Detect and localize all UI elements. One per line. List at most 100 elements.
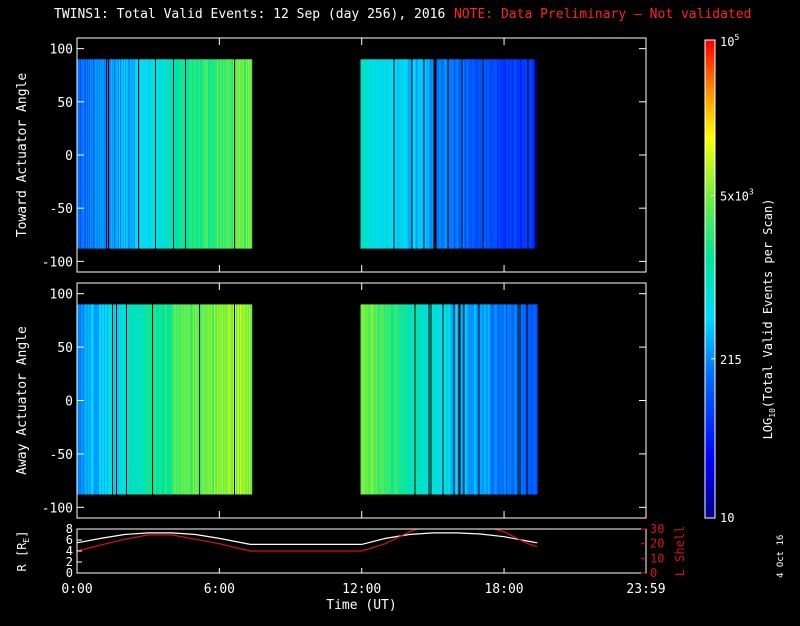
ylabel-toward: Toward Actuator Angle	[15, 73, 30, 238]
heatmap-stripe-away-0-85	[162, 304, 164, 495]
heatmap-stripe-toward-1-93	[453, 59, 455, 249]
heatmap-stripe-toward-1-121	[481, 59, 483, 249]
heatmap-stripe-away-1-119	[479, 304, 481, 495]
heatmap-stripe-toward-1-53	[413, 59, 415, 249]
heatmap-stripe-toward-1-46	[406, 59, 408, 249]
heatmap-stripe-toward-0-118	[195, 59, 197, 249]
heatmap-stripe-away-1-27	[387, 304, 389, 495]
heatmap-stripe-toward-1-130	[490, 59, 492, 249]
ylabel-away: Away Actuator Angle	[15, 326, 30, 475]
ytick-label-away-0: 100	[50, 288, 73, 303]
heatmap-stripe-toward-1-64	[424, 59, 426, 249]
heatmap-stripe-away-1-10	[370, 304, 372, 495]
colorbar-cell-154	[705, 54, 715, 59]
heatmap-stripe-toward-1-10	[370, 59, 372, 249]
series-line-r	[77, 532, 538, 546]
heatmap-stripe-away-1-78	[438, 304, 440, 495]
heatmap-stripe-away-1-152	[512, 304, 514, 495]
heatmap-stripe-away-0-49	[126, 304, 128, 495]
heatmap-stripe-away-0-51	[128, 304, 130, 495]
heatmap-stripe-away-0-168	[245, 304, 247, 495]
heatmap-stripe-toward-1-166	[526, 59, 528, 249]
heatmap-stripe-away-0-1	[78, 304, 80, 495]
colorbar-cell-31	[705, 422, 715, 426]
heatmap-stripe-away-0-50	[127, 304, 129, 495]
heatmap-stripe-toward-0-145	[222, 59, 224, 249]
heatmap-stripe-away-0-21	[98, 304, 100, 495]
heatmap-stripe-toward-1-78	[438, 59, 440, 249]
heatmap-stripe-toward-0-31	[108, 59, 110, 249]
heatmap-stripe-toward-0-75	[152, 59, 154, 249]
colorbar-cell-141	[705, 93, 715, 98]
colorbar-cell-94	[705, 234, 715, 238]
title-bar: TWINS1: Total Valid Events: 12 Sep (day …	[0, 0, 800, 26]
heatmap-stripe-toward-1-56	[416, 59, 418, 249]
heatmap-stripe-away-1-34	[394, 304, 396, 495]
orbit-left-tick-label-1: 6	[66, 533, 73, 547]
heatmap-stripe-toward-0-68	[145, 59, 147, 249]
heatmap-stripe-toward-0-148	[225, 59, 227, 249]
heatmap-stripe-away-1-70	[430, 304, 432, 495]
heatmap-stripe-away-0-29	[106, 304, 108, 495]
heatmap-stripe-away-1-4	[364, 304, 366, 495]
heatmap-stripe-away-0-4	[81, 304, 83, 495]
heatmap-stripe-away-1-51	[411, 304, 413, 495]
heatmap-stripe-away-0-26	[103, 304, 105, 495]
xtick-label-2: 12:00	[342, 582, 381, 597]
colorbar-cell-49	[705, 368, 715, 373]
heatmap-stripe-away-1-131	[491, 304, 493, 495]
colorbar-cell-29	[705, 428, 715, 432]
heatmap-stripe-away-1-41	[401, 304, 403, 495]
heatmap-stripe-away-1-125	[485, 304, 487, 495]
xtick-label-4: 23:59	[626, 582, 665, 597]
heatmap-stripe-away-1-82	[442, 304, 444, 495]
heatmap-stripe-toward-1-86	[446, 59, 448, 249]
heatmap-stripe-away-0-115	[192, 304, 194, 495]
heatmap-stripe-away-0-143	[220, 304, 222, 495]
heatmap-stripe-away-1-11	[371, 304, 373, 495]
heatmap-stripe-away-1-80	[440, 304, 442, 495]
heatmap-stripe-toward-0-72	[149, 59, 151, 249]
heatmap-stripe-toward-0-34	[111, 59, 113, 249]
colorbar-tick-label-3: 105	[720, 33, 739, 49]
heatmap-stripe-away-0-24	[101, 304, 103, 495]
heatmap-stripe-toward-0-170	[247, 59, 249, 249]
heatmap-stripe-away-1-26	[386, 304, 388, 495]
heatmap-stripe-away-1-138	[498, 304, 500, 495]
heatmap-stripe-toward-1-58	[418, 59, 420, 249]
heatmap-stripe-toward-0-73	[150, 59, 152, 249]
colorbar-cell-145	[705, 81, 715, 86]
colorbar-cell-75	[705, 290, 715, 295]
heatmap-stripe-toward-1-11	[371, 59, 373, 249]
heatmap-stripe-toward-0-144	[221, 59, 223, 249]
orbit-left-tick-label-2: 4	[66, 544, 73, 558]
heatmap-stripe-away-0-159	[236, 304, 238, 495]
heatmap-stripe-away-0-64	[141, 304, 143, 495]
colorbar-cell-15	[705, 470, 715, 474]
heatmap-stripe-toward-1-81	[441, 59, 443, 249]
heatmap-stripe-away-0-137	[214, 304, 216, 495]
colorbar-cell-129	[705, 129, 715, 134]
heatmap-stripe-away-0-153	[230, 304, 232, 495]
heatmap-stripe-toward-0-16	[93, 59, 95, 249]
heatmap-stripe-away-0-107	[184, 304, 186, 495]
heatmap-stripe-toward-1-99	[459, 59, 461, 249]
heatmap-stripe-away-0-28	[105, 304, 107, 495]
colorbar-cell-113	[705, 177, 715, 182]
heatmap-stripe-toward-0-20	[97, 59, 99, 249]
heatmap-stripe-away-1-29	[389, 304, 391, 495]
heatmap-stripe-toward-0-113	[190, 59, 192, 249]
heatmap-stripe-toward-1-153	[513, 59, 515, 249]
heatmap-stripe-away-1-25	[385, 304, 387, 495]
heatmap-stripe-away-1-9	[369, 304, 371, 495]
heatmap-stripe-toward-0-52	[129, 59, 131, 249]
heatmap-stripe-away-0-136	[213, 304, 215, 495]
heatmap-stripe-away-0-104	[181, 304, 183, 495]
heatmap-stripe-away-0-6	[83, 304, 85, 495]
colorbar-cell-159	[705, 40, 715, 44]
heatmap-stripe-away-0-125	[202, 304, 204, 495]
heatmap-stripe-toward-0-157	[234, 59, 236, 249]
heatmap-stripe-away-0-27	[104, 304, 106, 495]
heatmap-stripe-toward-1-147	[507, 59, 509, 249]
heatmap-stripe-toward-1-112	[472, 59, 474, 249]
